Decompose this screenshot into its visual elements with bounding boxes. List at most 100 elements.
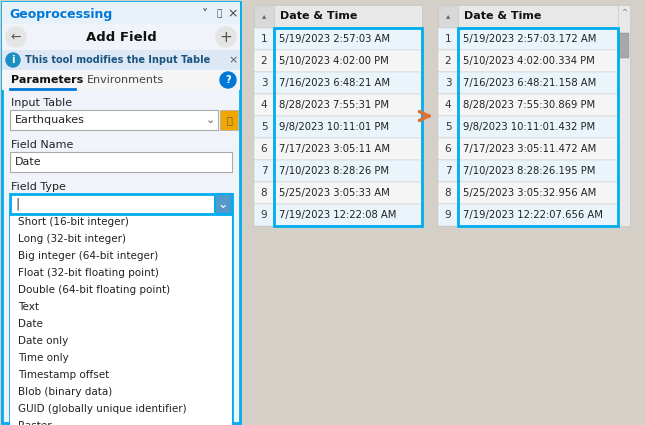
- Bar: [618, 5, 630, 226]
- Bar: [254, 28, 274, 50]
- Bar: [254, 116, 422, 138]
- Bar: [2, 24, 240, 50]
- Text: Environments: Environments: [87, 75, 164, 85]
- Text: 9/8/2023 10:11:01.432 PM: 9/8/2023 10:11:01.432 PM: [463, 122, 595, 132]
- Text: Add Field: Add Field: [86, 31, 156, 43]
- Bar: [254, 138, 422, 160]
- Bar: [2, 50, 240, 70]
- Text: 7: 7: [444, 166, 452, 176]
- Bar: [254, 94, 274, 116]
- Bar: [10, 152, 232, 172]
- Bar: [438, 138, 618, 160]
- Bar: [438, 138, 458, 160]
- Text: 5/25/2023 3:05:32.956 AM: 5/25/2023 3:05:32.956 AM: [463, 188, 596, 198]
- Bar: [10, 214, 232, 425]
- Bar: [438, 116, 458, 138]
- Text: 2: 2: [444, 56, 452, 66]
- Bar: [438, 72, 618, 94]
- Text: i: i: [11, 55, 15, 65]
- Text: Date & Time: Date & Time: [280, 11, 357, 21]
- Bar: [254, 204, 422, 226]
- Text: 5/19/2023 2:57:03 AM: 5/19/2023 2:57:03 AM: [279, 34, 390, 44]
- Bar: [254, 72, 422, 94]
- Text: ←: ←: [11, 31, 21, 43]
- Circle shape: [216, 27, 236, 47]
- Bar: [220, 110, 238, 130]
- Text: |: |: [15, 198, 19, 210]
- Bar: [458, 28, 618, 226]
- Bar: [254, 204, 274, 226]
- Text: 9/8/2023 10:11:01 PM: 9/8/2023 10:11:01 PM: [279, 122, 389, 132]
- Text: Double (64-bit floating point): Double (64-bit floating point): [18, 285, 170, 295]
- Text: Time only: Time only: [18, 353, 69, 363]
- Bar: [254, 94, 422, 116]
- Text: 7/16/2023 6:48:21 AM: 7/16/2023 6:48:21 AM: [279, 78, 390, 88]
- Text: 2: 2: [261, 56, 267, 66]
- Bar: [254, 50, 422, 72]
- Text: Short (16-bit integer): Short (16-bit integer): [18, 217, 129, 227]
- Bar: [10, 350, 232, 367]
- Bar: [215, 194, 232, 214]
- Text: Field Name: Field Name: [11, 140, 74, 150]
- Text: ▴: ▴: [446, 11, 450, 20]
- Text: Date & Time: Date & Time: [464, 11, 541, 21]
- Bar: [254, 5, 274, 28]
- Text: 8/28/2023 7:55:31 PM: 8/28/2023 7:55:31 PM: [279, 100, 389, 110]
- Text: 7/19/2023 12:22:08 AM: 7/19/2023 12:22:08 AM: [279, 210, 397, 220]
- Bar: [438, 50, 458, 72]
- Bar: [2, 2, 240, 423]
- Bar: [438, 28, 618, 50]
- Text: Big integer (64-bit integer): Big integer (64-bit integer): [18, 251, 158, 261]
- Bar: [254, 182, 422, 204]
- Bar: [10, 248, 232, 265]
- Circle shape: [220, 72, 236, 88]
- Text: ⌄: ⌄: [205, 115, 215, 125]
- Bar: [438, 28, 458, 50]
- Circle shape: [6, 27, 26, 47]
- Bar: [254, 160, 274, 182]
- Text: Long (32-bit integer): Long (32-bit integer): [18, 234, 126, 244]
- Bar: [10, 299, 232, 316]
- Text: Blob (binary data): Blob (binary data): [18, 387, 112, 397]
- Text: ⌄: ⌄: [218, 198, 228, 210]
- Text: Raster: Raster: [18, 421, 52, 425]
- Text: Input Table: Input Table: [11, 98, 72, 108]
- Text: 4: 4: [444, 100, 452, 110]
- Text: 8: 8: [444, 188, 452, 198]
- Bar: [10, 384, 232, 401]
- Bar: [10, 333, 232, 350]
- Bar: [274, 28, 422, 226]
- Text: 7/16/2023 6:48:21.158 AM: 7/16/2023 6:48:21.158 AM: [463, 78, 596, 88]
- Text: Field Type: Field Type: [11, 182, 66, 192]
- Text: 7/17/2023 3:05:11.472 AM: 7/17/2023 3:05:11.472 AM: [463, 144, 596, 154]
- Circle shape: [6, 53, 20, 67]
- Bar: [438, 160, 618, 182]
- Text: Earthquakes: Earthquakes: [15, 115, 85, 125]
- Bar: [438, 72, 458, 94]
- Bar: [438, 116, 618, 138]
- Text: Text: Text: [18, 302, 39, 312]
- Bar: [254, 5, 422, 28]
- Text: 8/28/2023 7:55:30.869 PM: 8/28/2023 7:55:30.869 PM: [463, 100, 595, 110]
- Bar: [10, 265, 232, 282]
- Text: 5: 5: [444, 122, 452, 132]
- Text: Timestamp offset: Timestamp offset: [18, 370, 109, 380]
- Text: 📂: 📂: [226, 115, 232, 125]
- Text: Parameters: Parameters: [11, 75, 83, 85]
- Text: Date: Date: [18, 319, 43, 329]
- FancyArrowPatch shape: [419, 111, 429, 120]
- Text: 5: 5: [261, 122, 267, 132]
- Bar: [10, 231, 232, 248]
- Text: 5/10/2023 4:02:00.334 PM: 5/10/2023 4:02:00.334 PM: [463, 56, 595, 66]
- Bar: [438, 50, 618, 72]
- Bar: [2, 70, 240, 90]
- Text: +: +: [220, 29, 232, 45]
- Bar: [619, 33, 629, 58]
- Text: 6: 6: [444, 144, 452, 154]
- Bar: [438, 204, 618, 226]
- Bar: [438, 94, 458, 116]
- Text: Float (32-bit floating point): Float (32-bit floating point): [18, 268, 159, 278]
- Text: ˅: ˅: [202, 8, 208, 20]
- Text: 3: 3: [444, 78, 452, 88]
- Bar: [254, 28, 422, 50]
